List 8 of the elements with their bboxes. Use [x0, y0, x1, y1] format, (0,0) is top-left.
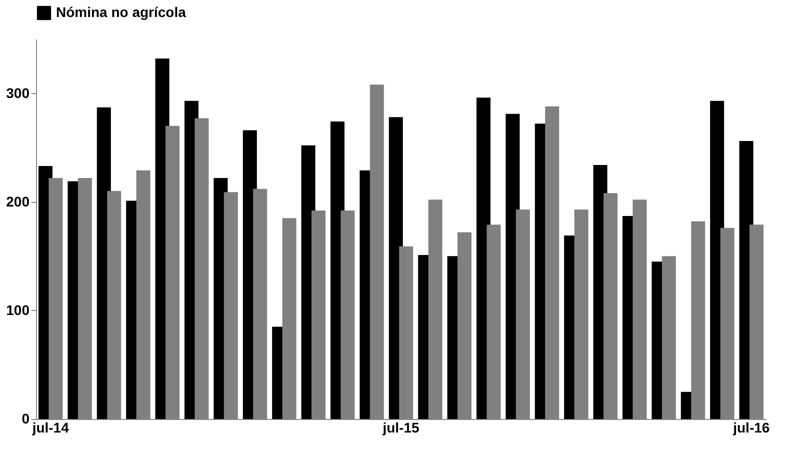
y-tick-label: 0 [22, 410, 30, 426]
y-tick-label: 200 [6, 193, 30, 210]
y-tick-label: 100 [6, 302, 30, 318]
x-tick-label: jul-15 [382, 420, 420, 436]
x-tick-label: jul-14 [31, 420, 70, 436]
legend-label: Nómina no agrícola [56, 4, 186, 20]
y-tick-label: 300 [6, 84, 30, 101]
x-tick-label: jul-16 [732, 420, 770, 436]
